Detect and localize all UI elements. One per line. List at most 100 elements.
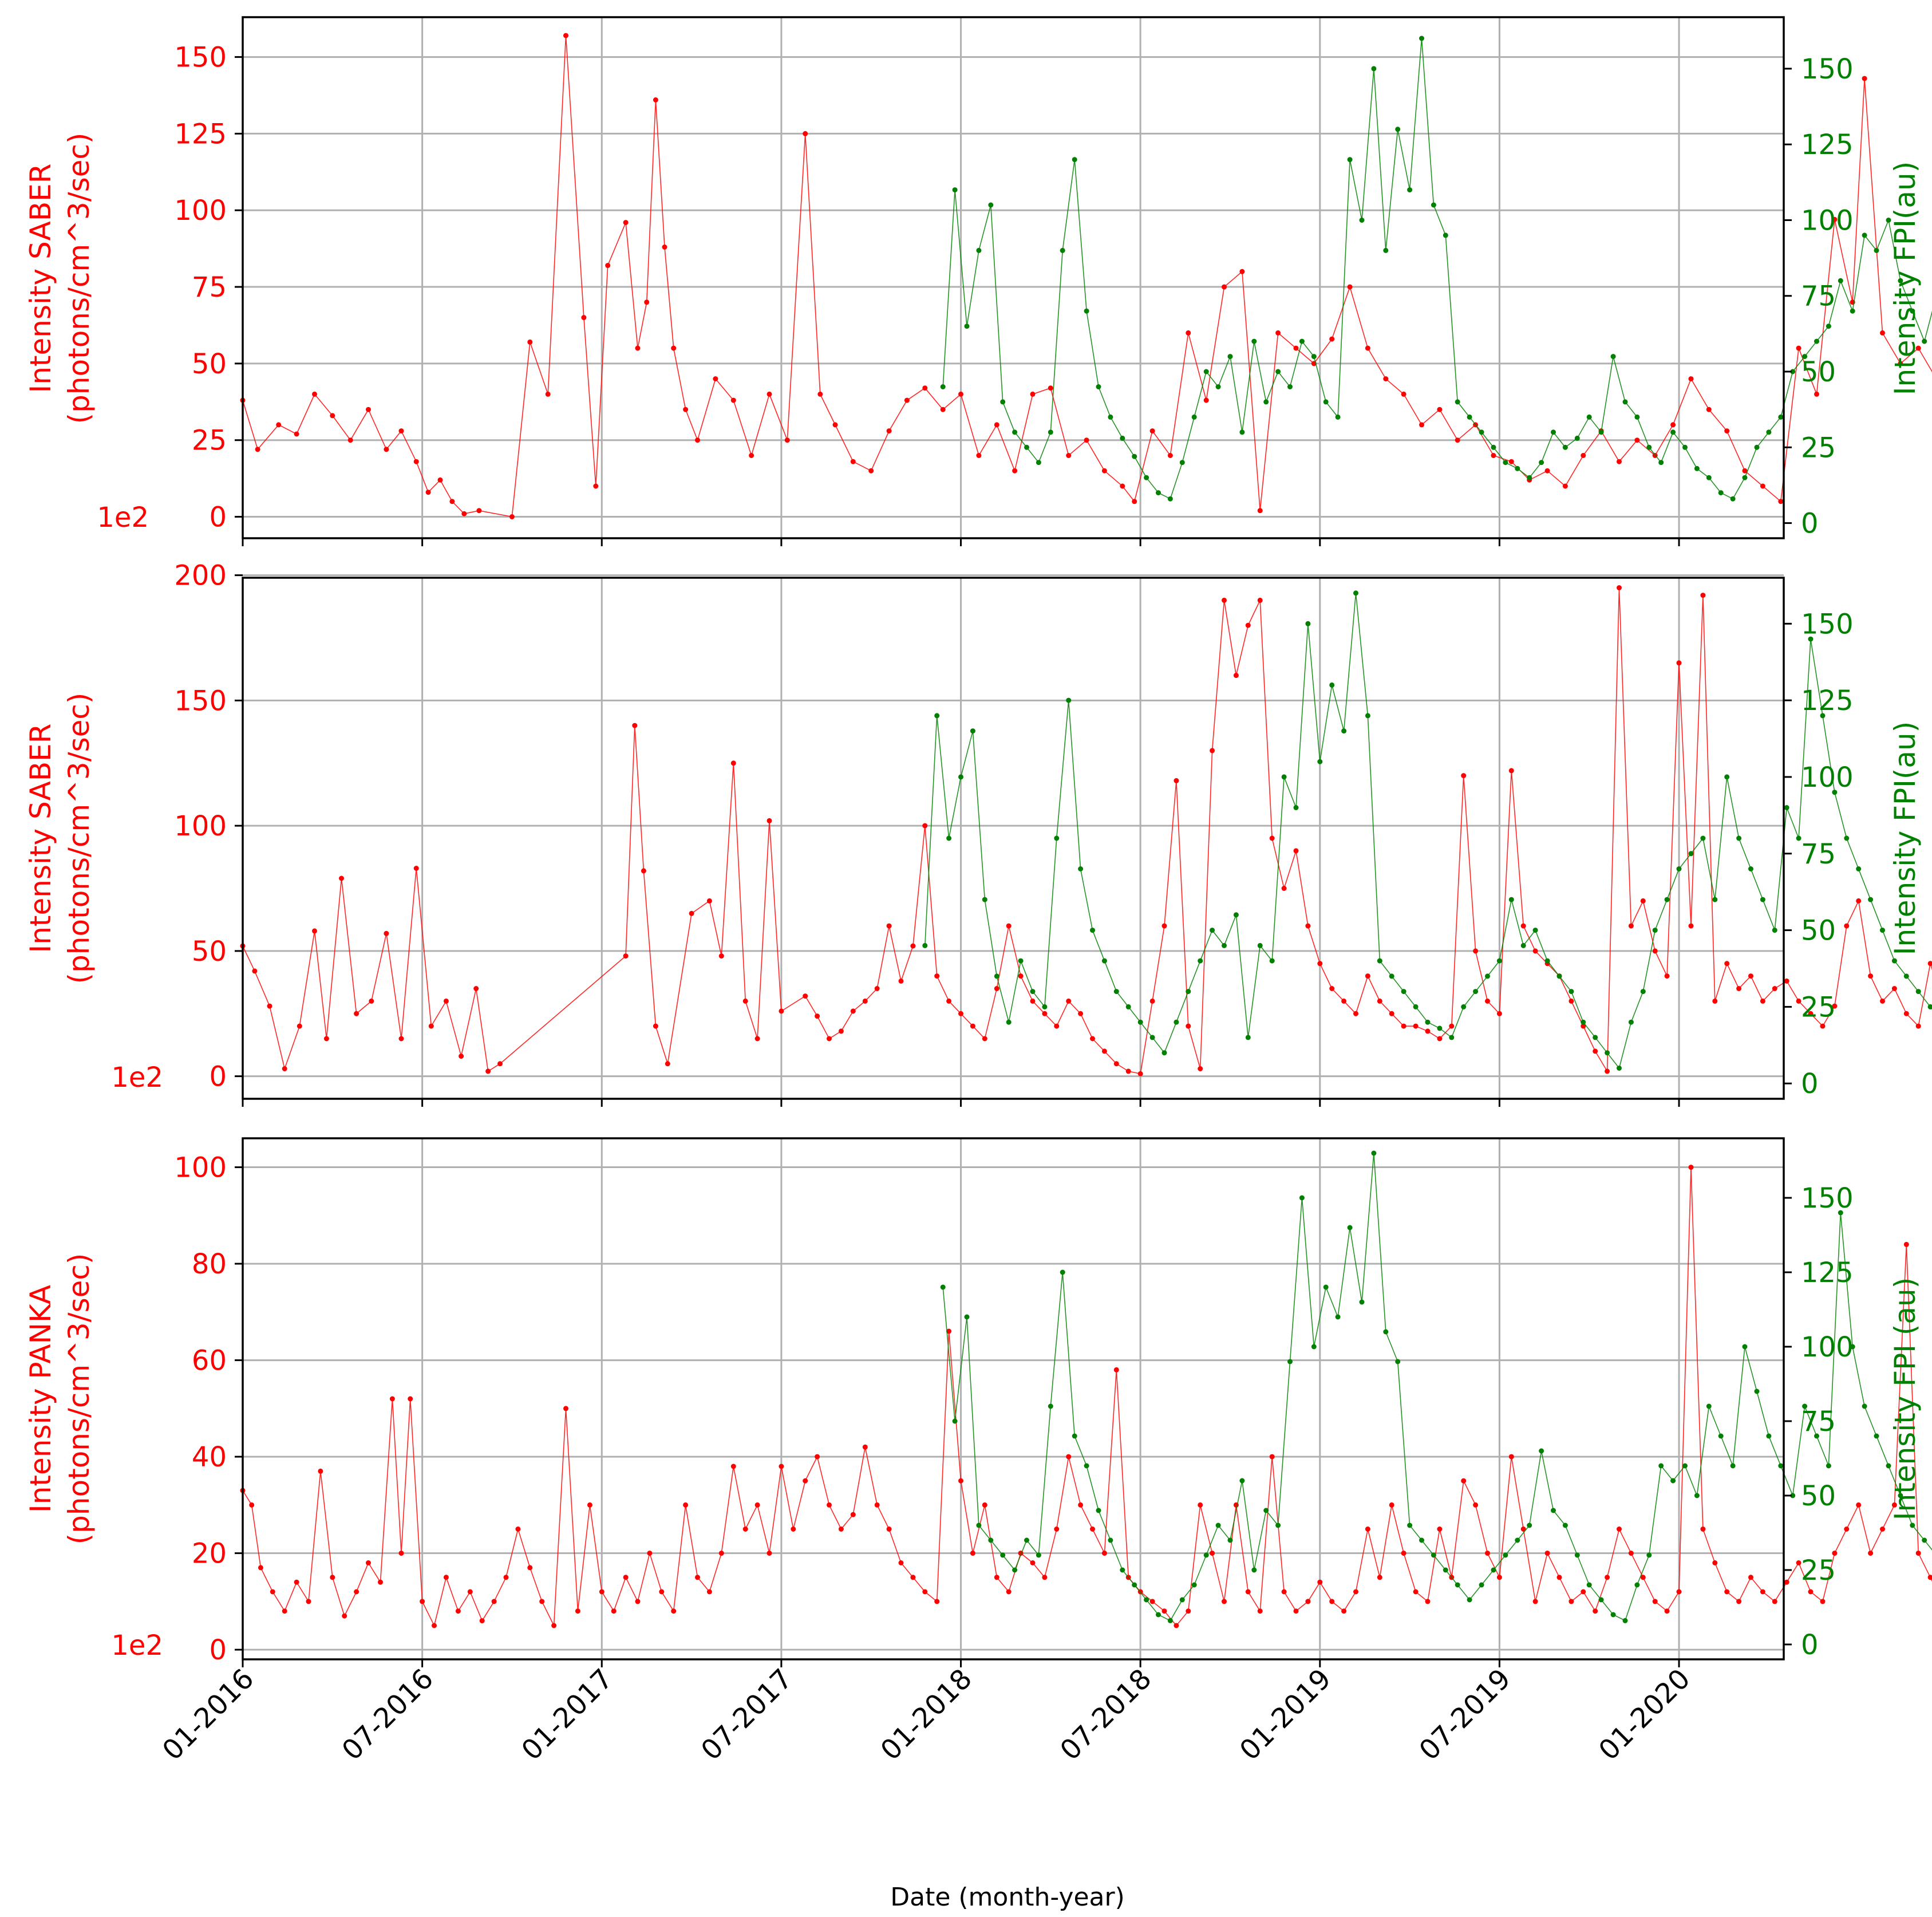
data-point-saber [1101,1048,1107,1054]
data-point-saber [1269,835,1275,841]
data-point-saber [653,1023,658,1029]
data-point-panka [791,1527,796,1532]
data-point-fpi [1724,774,1730,780]
data-point-fpi [1700,835,1706,841]
data-point-saber [384,447,389,452]
panel-2-offset-text: 1e2 [111,1062,163,1094]
data-point-panka [706,1589,712,1595]
data-point-panka [934,1599,940,1604]
data-point-saber [1772,986,1777,991]
data-point-fpi [1730,496,1736,502]
data-point-panka [515,1527,521,1532]
data-point-panka [467,1589,473,1595]
data-point-fpi [1132,453,1137,459]
data-point-fpi [1790,369,1796,374]
data-point-fpi [1191,1582,1197,1588]
data-point-panka [318,1468,323,1474]
data-point-fpi [1096,1508,1101,1513]
data-point-saber [581,315,587,321]
data-point-fpi [1508,897,1514,902]
y2-tick-label: 0 [1801,508,1819,540]
data-point-saber [443,998,449,1004]
data-point-panka [1269,1454,1275,1460]
data-point-fpi [1383,247,1389,253]
data-point-saber [1796,998,1801,1004]
data-point-saber [1030,391,1036,397]
data-point-panka [1915,1551,1921,1556]
data-point-saber [1856,898,1862,904]
panel-2-right-ticks: 0 25 50 75 100 125 150 [1784,608,1854,1100]
data-point-fpi [1562,1522,1568,1528]
data-point-saber [706,898,712,904]
data-point-fpi [1323,1284,1329,1290]
data-point-fpi [1413,1004,1419,1009]
data-point-saber [1880,330,1885,336]
data-point-saber [850,459,856,464]
data-point-saber [730,397,736,403]
data-point-fpi [1676,866,1682,871]
data-point-fpi [1395,127,1401,132]
data-point-fpi [1862,1403,1867,1409]
data-point-panka [1796,1560,1801,1565]
data-point-fpi [1473,989,1479,995]
data-point-saber [1317,961,1323,967]
data-point-panka [611,1608,617,1614]
data-point-panka [1664,1608,1670,1614]
data-point-fpi [1371,1150,1377,1156]
data-point-panka [635,1599,641,1604]
data-point-panka [1305,1599,1311,1604]
data-point-saber [1149,998,1155,1004]
data-point-fpi [934,713,940,719]
data-point-fpi [1000,399,1006,405]
data-point-saber [1210,748,1215,754]
data-point-fpi [1682,1463,1688,1469]
data-point-panka [671,1608,677,1614]
data-point-fpi [1730,1463,1736,1469]
data-point-fpi [1520,942,1526,948]
data-point-fpi [1293,805,1299,810]
series-line-panka [242,1167,1932,1628]
data-point-saber [1844,923,1850,929]
y2-tick-label: 0 [1801,1068,1819,1100]
data-point-fpi [1898,1493,1903,1498]
data-point-panka [1736,1599,1742,1604]
data-point-fpi [1766,429,1772,435]
data-point-panka [922,1589,928,1595]
data-point-fpi [1186,989,1191,995]
data-point-fpi [1850,1344,1855,1350]
data-point-fpi [1060,1269,1065,1275]
data-point-fpi [1903,973,1909,979]
data-point-saber [1449,1023,1455,1029]
data-point-fpi [976,247,982,253]
data-point-fpi [1066,697,1072,703]
data-point-fpi [1161,1050,1167,1056]
data-point-fpi [1539,460,1544,466]
data-point-panka [294,1579,299,1585]
data-point-fpi [1000,1552,1006,1558]
data-point-saber [255,447,260,452]
data-point-panka [443,1575,449,1580]
data-point-fpi [1036,460,1041,466]
panel-3-right-ticks: 0 25 50 75 100 125 150 [1784,1182,1854,1661]
data-point-fpi [1718,490,1724,496]
data-point-fpi [1263,1508,1269,1513]
data-point-saber [1078,1011,1084,1016]
data-point-panka [270,1589,275,1595]
y2-tick-label: 50 [1801,356,1836,388]
data-point-fpi [1443,232,1448,238]
data-point-saber [1664,973,1670,979]
data-point-fpi [1108,1537,1113,1543]
data-point-panka [551,1623,557,1628]
data-point-panka [1832,1551,1838,1556]
data-point-fpi [1891,958,1897,964]
data-point-panka [1903,1241,1909,1247]
data-point-fpi [1407,1522,1413,1528]
data-point-panka [898,1560,904,1565]
data-point-saber [904,397,910,403]
data-point-fpi [1287,1359,1293,1364]
data-point-saber [398,428,404,434]
data-point-saber [1832,216,1838,222]
panel-3-ylabel-line2: (photons/cm^3/sec) [62,1253,96,1545]
data-point-fpi [1227,354,1233,360]
series-fpi [922,590,1932,1071]
